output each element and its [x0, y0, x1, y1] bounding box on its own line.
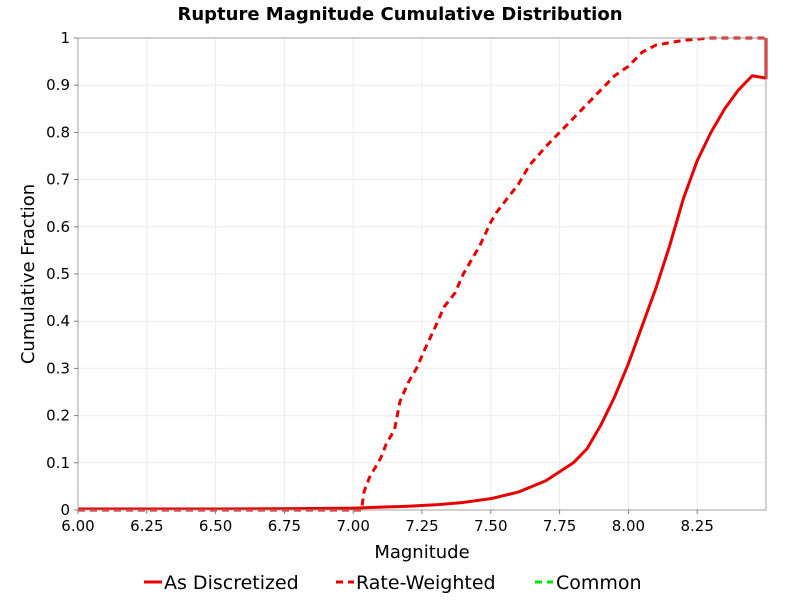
y-tick-label: 0.8 [46, 123, 70, 141]
y-tick-label: 1 [60, 29, 70, 47]
y-axis: 0 0.1 0.2 0.3 0.4 0.5 0.6 0.7 0.8 0.9 1 [46, 29, 78, 519]
legend-item: Rate-Weighted [336, 572, 496, 594]
x-tick-label: 8.25 [680, 517, 713, 535]
legend-label: Common [556, 572, 642, 594]
x-axis-label: Magnitude [374, 542, 469, 563]
y-tick-label: 0.1 [46, 454, 70, 472]
y-tick-label: 0.3 [46, 359, 70, 377]
series-layer [78, 36, 768, 512]
x-tick-label: 6.00 [61, 517, 94, 535]
y-axis-label: Cumulative Fraction [18, 184, 39, 364]
x-axis: 6.00 6.25 6.50 6.75 7.00 7.25 7.50 7.75 8.00 8.25 [61, 510, 714, 535]
plot-area [77, 36, 768, 512]
series-line-rate-weighted [78, 36, 766, 512]
x-tick-label: 7.25 [405, 517, 438, 535]
y-tick-label: 0.9 [46, 76, 70, 94]
legend-label: Rate-Weighted [356, 572, 496, 594]
series-line-as-discretized [78, 38, 768, 511]
x-tick-label: 7.75 [543, 517, 576, 535]
legend: As Discretized Rate-Weighted Common [144, 572, 642, 594]
x-tick-label: 8.00 [612, 517, 645, 535]
y-tick-label: 0.2 [46, 407, 70, 425]
x-tick-label: 7.00 [336, 517, 369, 535]
y-tick-label: 0.4 [46, 312, 70, 330]
x-tick-label: 6.75 [268, 517, 301, 535]
y-tick-label: 0 [60, 501, 70, 519]
y-tick-label: 0.7 [46, 171, 70, 189]
y-tick-label: 0.6 [46, 218, 70, 236]
x-tick-label: 6.25 [130, 517, 163, 535]
chart-title: Rupture Magnitude Cumulative Distributio… [177, 4, 622, 25]
legend-item: Common [535, 572, 642, 594]
legend-item: As Discretized [144, 572, 299, 594]
x-tick-label: 7.50 [474, 517, 507, 535]
y-tick-label: 0.5 [46, 265, 70, 283]
legend-label: As Discretized [164, 572, 299, 594]
x-tick-label: 6.50 [199, 517, 232, 535]
